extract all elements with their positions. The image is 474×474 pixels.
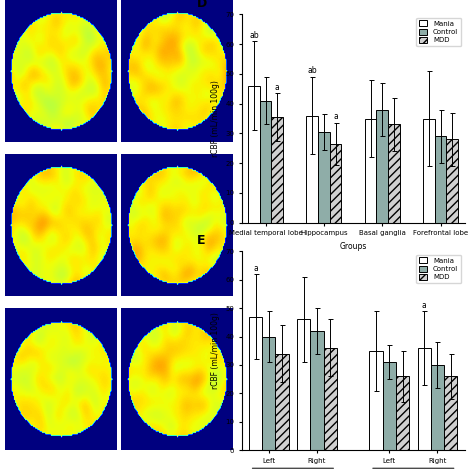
Bar xyxy=(310,331,324,450)
Bar xyxy=(260,100,272,223)
Bar xyxy=(444,376,457,450)
Text: a: a xyxy=(333,112,338,121)
Bar xyxy=(272,117,283,223)
Text: D: D xyxy=(197,0,208,10)
Y-axis label: rCBF (mL/min 100g): rCBF (mL/min 100g) xyxy=(210,312,219,389)
Bar xyxy=(262,337,275,450)
Text: a: a xyxy=(275,82,280,91)
Bar xyxy=(307,116,318,223)
Bar xyxy=(275,354,289,450)
Bar xyxy=(447,139,458,223)
Bar xyxy=(396,376,409,450)
Bar xyxy=(330,144,341,223)
Bar xyxy=(418,348,431,450)
Bar xyxy=(248,86,260,223)
Bar xyxy=(435,137,447,223)
Bar xyxy=(369,351,383,450)
Legend: Mania, Control, MDD: Mania, Control, MDD xyxy=(416,18,461,46)
Bar xyxy=(249,317,262,450)
X-axis label: Groups: Groups xyxy=(339,242,367,251)
Legend: Mania, Control, MDD: Mania, Control, MDD xyxy=(416,255,461,283)
Text: E: E xyxy=(197,234,206,247)
Bar xyxy=(324,348,337,450)
Bar xyxy=(297,319,310,450)
Y-axis label: rCBF (mL/min 100g): rCBF (mL/min 100g) xyxy=(210,80,219,157)
Bar xyxy=(318,132,330,223)
Bar xyxy=(431,365,444,450)
Bar xyxy=(423,118,435,223)
Bar xyxy=(388,125,400,223)
Bar xyxy=(383,362,396,450)
Text: ab: ab xyxy=(308,66,317,75)
Text: ab: ab xyxy=(249,30,259,39)
Bar xyxy=(376,109,388,223)
Text: a: a xyxy=(253,264,258,273)
Text: a: a xyxy=(422,301,427,310)
Bar xyxy=(365,118,376,223)
